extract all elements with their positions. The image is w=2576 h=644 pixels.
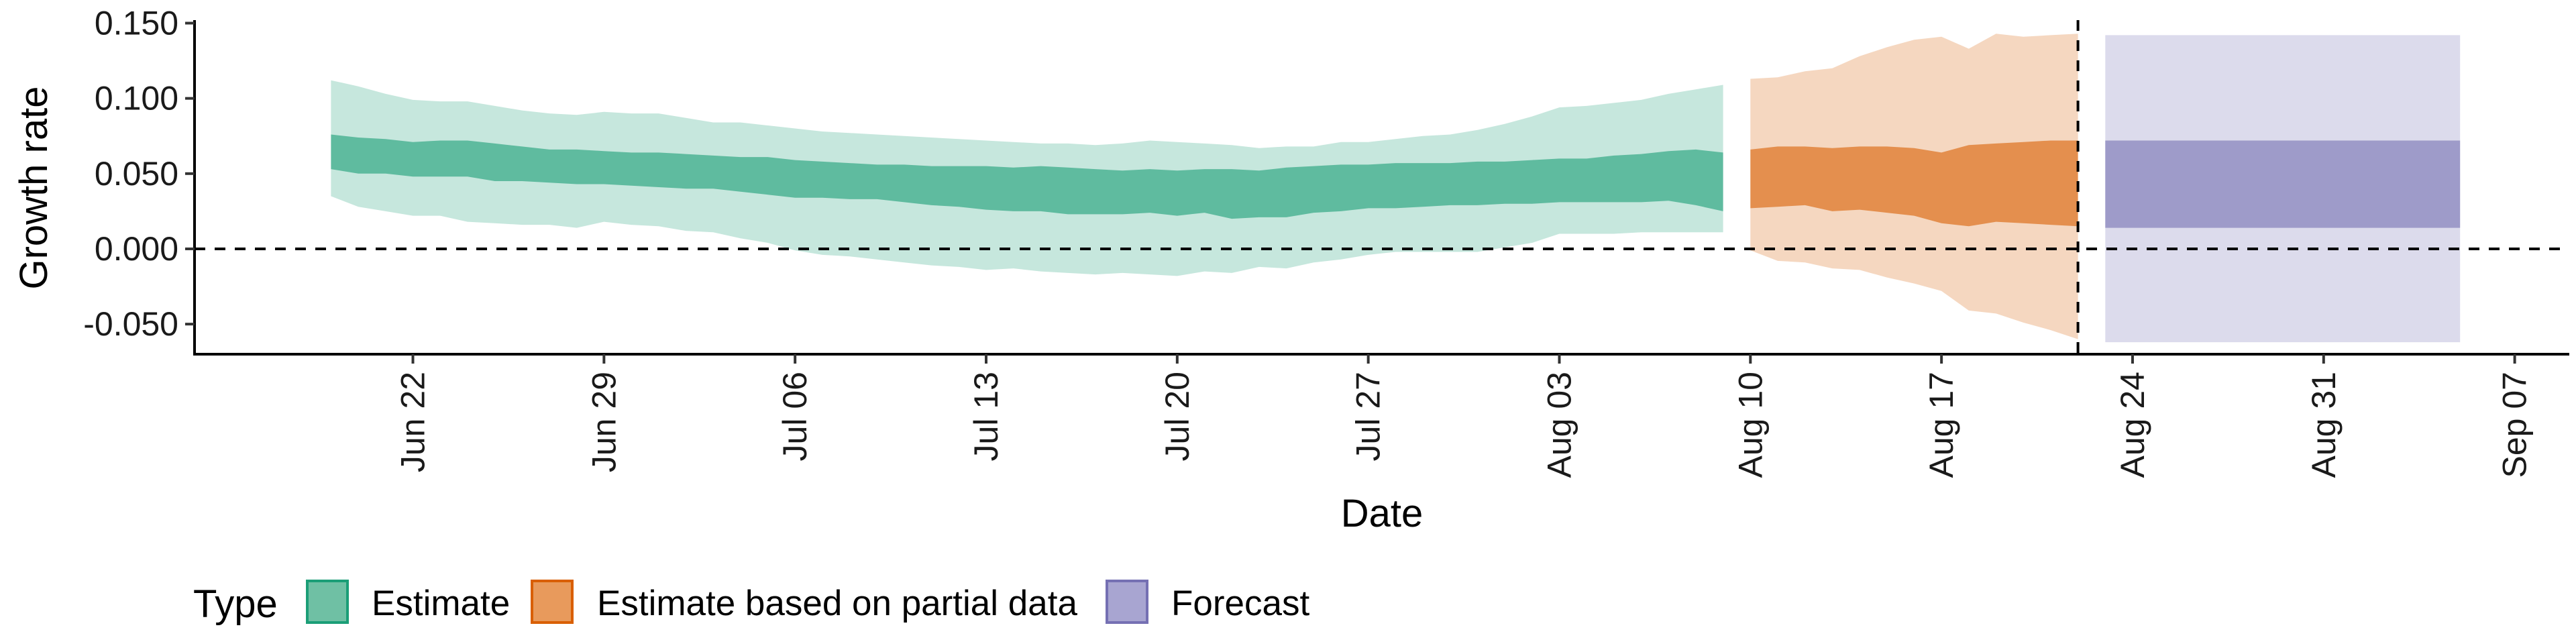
legend-label-forecast: Forecast — [1171, 584, 1309, 623]
x-tick-label: Sep 07 — [2496, 372, 2534, 478]
x-tick-label: Jun 22 — [394, 372, 432, 472]
ribbon-bands — [331, 34, 2461, 343]
legend-label-estimate: Estimate — [372, 584, 510, 623]
y-tick-label: -0.050 — [83, 305, 178, 343]
y-tick-label: 0.050 — [95, 155, 178, 193]
y-ticks: 0.150 0.100 0.050 0.000 -0.050 — [83, 4, 195, 343]
legend-key-forecast — [1106, 580, 1148, 624]
legend-label-partial: Estimate based on partial data — [597, 584, 1077, 623]
x-tick-label: Jul 27 — [1350, 372, 1387, 461]
x-axis-title: Date — [1341, 492, 1424, 535]
band-50-estimate-based-on-partial-data — [1750, 140, 2078, 227]
y-tick-label: 0.000 — [95, 230, 178, 268]
x-tick-label: Aug 03 — [1541, 372, 1578, 478]
x-tick-label: Jul 20 — [1159, 372, 1196, 461]
legend-key-partial — [531, 580, 574, 624]
y-tick-label: 0.100 — [95, 80, 178, 117]
legend-title: Type — [193, 582, 278, 626]
x-tick-label: Aug 17 — [1923, 372, 1960, 478]
x-ticks: Jun 22 Jun 29 Jul 06 Jul 13 Jul 20 Jul 27 Aug … — [394, 354, 2534, 478]
legend: Type Estimate Estimate based on partial … — [193, 580, 1309, 626]
legend-key-estimate — [306, 580, 349, 624]
x-tick-label: Jun 29 — [585, 372, 623, 472]
y-axis-title: Growth rate — [12, 87, 56, 290]
axes — [193, 20, 2569, 356]
x-tick-label: Aug 31 — [2305, 372, 2343, 478]
x-tick-label: Jul 13 — [967, 372, 1005, 461]
x-tick-label: Aug 10 — [1731, 372, 1769, 478]
band-50-forecast — [2105, 140, 2461, 228]
x-tick-label: Aug 24 — [2114, 372, 2151, 478]
reference-lines — [195, 20, 2569, 354]
x-tick-label: Jul 06 — [776, 372, 814, 461]
band-50-estimate — [331, 134, 1723, 219]
y-tick-label: 0.150 — [95, 4, 178, 42]
